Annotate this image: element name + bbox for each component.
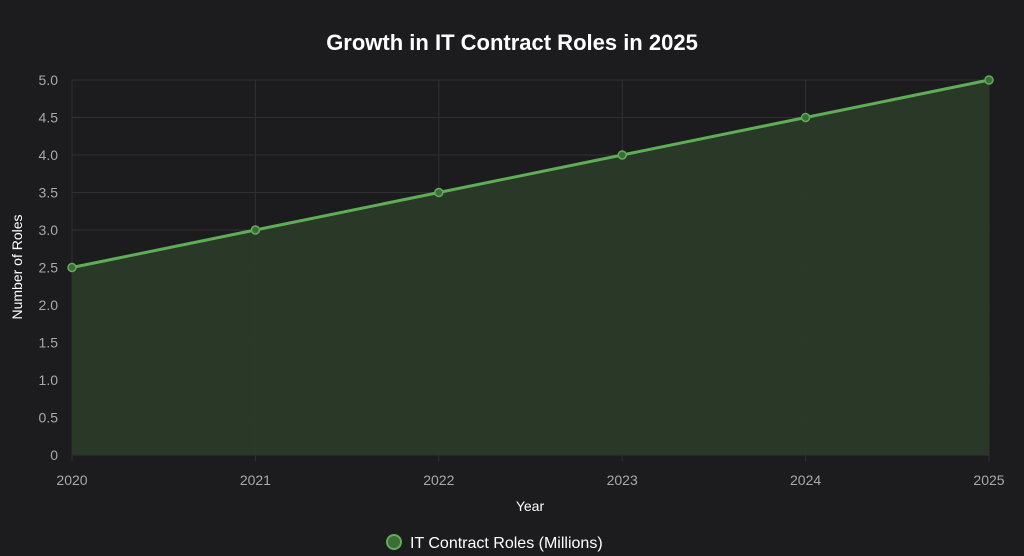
legend[interactable]: IT Contract Roles (Millions): [386, 534, 603, 552]
x-axis-ticks: 2020 2021 2022 2023 2024 2025: [56, 472, 1004, 488]
legend-label: IT Contract Roles (Millions): [410, 535, 603, 552]
y-axis-title: Number of Roles: [9, 214, 25, 319]
y-tick-label: 1.5: [39, 335, 59, 351]
y-tick-label: 3.0: [39, 222, 59, 238]
x-tick-label: 2025: [973, 472, 1004, 488]
area-fill-layer: [72, 80, 989, 455]
y-tick-label: 1.0: [39, 372, 59, 388]
series-line: [71, 78, 990, 269]
chart-title: Growth in IT Contract Roles in 2025: [326, 30, 698, 55]
data-point[interactable]: [617, 150, 627, 160]
y-tick-label: 3.5: [39, 185, 59, 201]
y-tick-label: 4.0: [39, 147, 59, 163]
data-point[interactable]: [67, 262, 77, 273]
y-axis-ticks: 0 0.5 1.0 1.5 2.0 2.5 3.0 3.5 4.0 4.5 5.0: [39, 72, 59, 463]
x-tick-label: 2020: [56, 472, 87, 488]
y-tick-label: 4.5: [39, 110, 59, 126]
x-tick-label: 2023: [607, 472, 638, 488]
series-line-layer: [71, 78, 990, 269]
x-tick-label: 2021: [240, 472, 271, 488]
data-point[interactable]: [250, 225, 261, 235]
x-tick-label: 2024: [790, 472, 821, 488]
y-tick-label: 2.5: [39, 260, 59, 276]
data-point[interactable]: [984, 75, 994, 85]
x-tick-label: 2022: [423, 472, 454, 488]
y-tick-label: 5.0: [39, 72, 59, 88]
y-tick-label: 0.5: [39, 410, 59, 426]
x-axis-title: Year: [516, 498, 545, 514]
data-point[interactable]: [800, 112, 811, 123]
y-tick-label: 0: [50, 447, 58, 463]
series-area: [72, 80, 989, 455]
y-tick-label: 2.0: [39, 297, 59, 313]
data-point[interactable]: [434, 187, 444, 198]
data-points: [67, 75, 994, 273]
legend-swatch: [386, 534, 402, 550]
